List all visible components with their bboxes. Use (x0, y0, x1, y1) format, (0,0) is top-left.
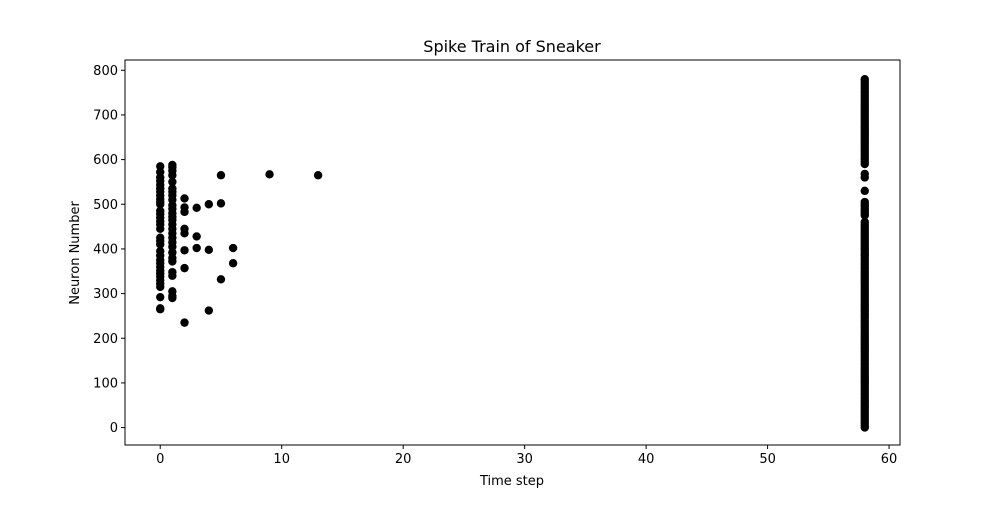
spike-point-41 (168, 248, 177, 257)
spike-point-79 (228, 259, 238, 268)
y-axis-label: Neuron Number (68, 201, 83, 305)
y-tick-label-8: 800 (93, 64, 118, 79)
spike-point-62 (180, 318, 189, 327)
spike-point-36 (168, 287, 177, 296)
x-axis-ticks: 0 10 20 30 40 50 60 (156, 445, 897, 467)
spike-point-16 (156, 233, 165, 242)
y-tick-label-1: 100 (93, 376, 118, 391)
y-tick-label-7: 700 (93, 108, 118, 123)
spike-point-182 (860, 197, 869, 207)
spike-point-22 (156, 206, 165, 216)
spike-point-76 (216, 275, 226, 284)
spike-point-64 (180, 246, 189, 255)
spike-point-71 (192, 232, 201, 241)
spike-point-32 (156, 167, 165, 177)
spike-point-61 (168, 160, 177, 170)
x-tick-label-3: 30 (516, 452, 533, 467)
y-tick-label-6: 600 (93, 153, 118, 168)
y-tick-label-5: 500 (93, 198, 118, 213)
spike-point-75 (204, 200, 214, 209)
plot-frame (124, 59, 901, 446)
y-tick-label-3: 300 (93, 287, 118, 302)
x-tick-label-5: 50 (759, 452, 776, 467)
y-axis-ticks: 0 100 200 300 400 500 600 700 800 (93, 64, 125, 436)
spike-point-13 (156, 246, 165, 256)
x-tick-label-6: 60 (881, 452, 898, 467)
spike-point-222 (860, 186, 869, 196)
spike-point-80 (228, 243, 238, 253)
spike-point-72 (192, 203, 201, 213)
y-tick-label-2: 200 (93, 332, 118, 347)
spike-point-77 (216, 199, 226, 208)
chart-title: Spike Train of Sneaker (423, 37, 601, 56)
spike-point-56 (168, 184, 177, 193)
spike-point-38 (168, 267, 177, 277)
spike-point-224 (860, 169, 869, 179)
x-tick-label-1: 10 (273, 452, 290, 467)
spike-point-68 (180, 203, 189, 212)
spike-point-74 (204, 245, 214, 255)
spike-point-57 (168, 177, 177, 187)
y-tick-label-0: 0 (110, 421, 118, 436)
spike-point-2 (156, 292, 165, 302)
spike-point-66 (180, 224, 189, 234)
spike-point-73 (204, 306, 214, 315)
spike-point-1 (156, 304, 165, 313)
y-tick-label-4: 400 (93, 242, 118, 257)
spike-point-78 (216, 171, 226, 180)
spike-point-82 (313, 171, 323, 180)
x-axis-label: Time step (479, 474, 544, 489)
spike-point-63 (180, 263, 189, 273)
spike-point-33 (156, 162, 165, 171)
x-tick-label-0: 0 (156, 452, 164, 467)
x-tick-label-2: 20 (395, 452, 412, 467)
x-tick-label-4: 40 (638, 452, 655, 467)
plot-area (124, 59, 901, 446)
spike-point-221 (860, 75, 869, 84)
spike-point-69 (180, 194, 189, 203)
spike-point-70 (192, 243, 201, 253)
data-points (156, 75, 869, 432)
spike-point-175 (860, 217, 869, 227)
spike-point-81 (265, 170, 274, 179)
